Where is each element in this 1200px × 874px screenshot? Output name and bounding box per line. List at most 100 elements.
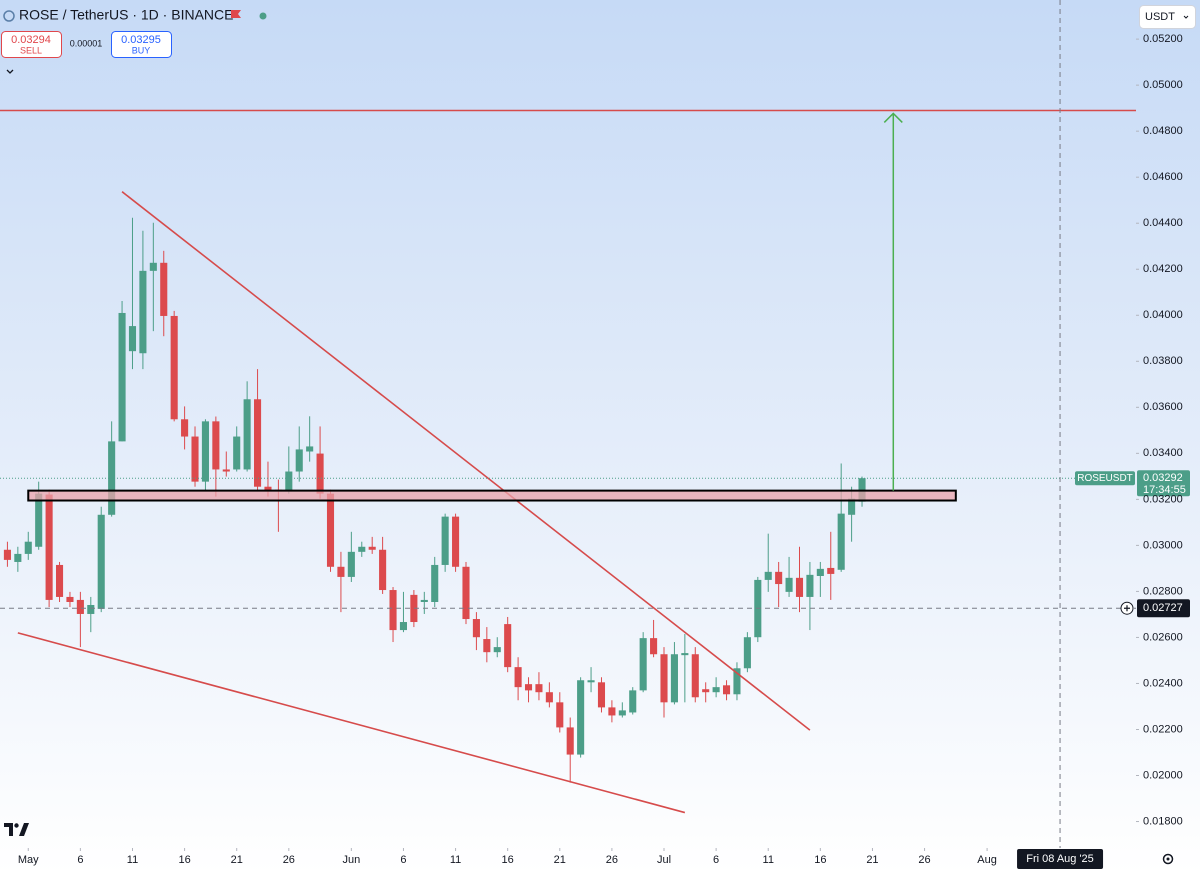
x-tick-label: 16 — [178, 854, 190, 866]
x-tick-label: 6 — [400, 854, 406, 866]
candle-body — [827, 567, 835, 574]
x-tick-label: 16 — [814, 854, 826, 866]
candle-body — [764, 571, 772, 580]
y-tick-label: 0.04000 — [1143, 309, 1183, 321]
crosshair-date-label: Fri 08 Aug '25 — [1026, 853, 1094, 865]
flag-icon[interactable] — [231, 10, 241, 18]
trend-line — [121, 191, 811, 731]
y-tick-label: 0.03600 — [1143, 401, 1183, 413]
x-tick-label: 26 — [606, 854, 618, 866]
candle-body — [462, 566, 470, 620]
candle-body — [410, 594, 418, 623]
symbol-logo — [3, 10, 15, 22]
candle-body — [733, 668, 741, 695]
candle-body — [87, 604, 95, 614]
collapse-chevron[interactable] — [6, 69, 14, 74]
tv-logo — [4, 823, 29, 836]
candle-body — [848, 498, 856, 515]
candle-body — [483, 639, 491, 653]
x-tick-label: 21 — [231, 854, 243, 866]
y-tick-label: 0.02400 — [1143, 677, 1183, 689]
candle-body — [670, 654, 678, 703]
trend-line — [17, 632, 686, 814]
x-tick-label: May — [18, 854, 39, 866]
candle-body — [597, 682, 606, 708]
symbol-tag-label: ROSEUSDT — [1077, 473, 1133, 484]
candle-body — [608, 707, 616, 716]
y-tick-label: 0.04400 — [1143, 217, 1183, 229]
candle-body — [743, 637, 751, 669]
candle-body — [702, 689, 710, 693]
y-tick-label: 0.05200 — [1143, 33, 1183, 45]
candle-body — [306, 446, 314, 452]
candle-body — [264, 486, 272, 492]
candle-body — [441, 516, 449, 565]
x-tick-label: 11 — [127, 854, 138, 866]
candle-body — [222, 469, 230, 472]
candle-body — [191, 436, 199, 482]
candle-body — [785, 577, 793, 592]
y-tick-label: 0.05000 — [1143, 79, 1183, 91]
x-tick-label: 16 — [502, 854, 514, 866]
candle-body — [295, 449, 303, 472]
y-tick-label: 0.03000 — [1143, 539, 1183, 551]
y-tick-label: 0.03800 — [1143, 355, 1183, 367]
candle-body — [452, 516, 460, 567]
currency-dropdown[interactable] — [1139, 5, 1196, 29]
x-tick-label: 21 — [554, 854, 566, 866]
y-tick-label: 0.04200 — [1143, 263, 1183, 275]
candle-body — [285, 471, 293, 492]
candle-body — [775, 571, 783, 585]
candle-body — [170, 315, 178, 420]
dropdown-chevron — [1183, 15, 1189, 19]
y-tick-label: 0.01800 — [1143, 815, 1183, 827]
candle-body — [504, 624, 512, 668]
y-tick-label: 0.04800 — [1143, 125, 1183, 137]
currency-label: USDT — [1145, 11, 1175, 23]
candle-body — [118, 312, 126, 442]
spread: 0.00001 — [70, 38, 103, 48]
candle-body — [660, 654, 668, 703]
candle-body — [712, 687, 720, 693]
sell-label: SELL — [20, 45, 42, 55]
y-tick-label: 0.02200 — [1143, 723, 1183, 735]
settings-gear[interactable] — [1162, 853, 1174, 865]
arrow-head — [883, 112, 903, 123]
candle-body — [556, 702, 564, 728]
candle-body — [3, 549, 11, 560]
buy-button[interactable] — [111, 31, 172, 58]
candle-body — [160, 262, 168, 316]
candle-body — [587, 680, 595, 683]
candle-body — [514, 667, 522, 688]
candle-body — [76, 599, 84, 614]
symbol-tag — [1075, 471, 1135, 486]
candle-body — [35, 493, 43, 547]
candle-body — [420, 599, 428, 602]
x-tick-label: Aug — [977, 854, 997, 866]
candle-body — [650, 638, 658, 655]
candle-body — [55, 564, 64, 597]
last-price-tag — [1137, 470, 1190, 497]
crosshair-price-tag — [1137, 599, 1190, 618]
candle-body — [431, 564, 439, 602]
candle-body — [14, 553, 22, 562]
x-tick-label: 6 — [713, 854, 719, 866]
last-price-label: 0.03292 — [1143, 472, 1183, 484]
y-tick-label: 0.02000 — [1143, 769, 1183, 781]
x-tick-label: 6 — [77, 854, 83, 866]
candle-body — [837, 513, 845, 570]
candle-body — [139, 270, 147, 354]
candle-body — [806, 574, 814, 597]
x-tick-label: 26 — [918, 854, 930, 866]
crosshair-date-tag — [1017, 849, 1104, 869]
symbol-title: ROSE / TetherUS · 1D · BINANCE — [19, 7, 233, 23]
y-tick-label: 0.02600 — [1143, 631, 1183, 643]
buy-price: 0.03295 — [121, 34, 161, 46]
candle-body — [337, 566, 345, 577]
sell-button[interactable] — [1, 31, 62, 58]
x-tick-label: 26 — [283, 854, 295, 866]
candle-body — [66, 596, 74, 602]
